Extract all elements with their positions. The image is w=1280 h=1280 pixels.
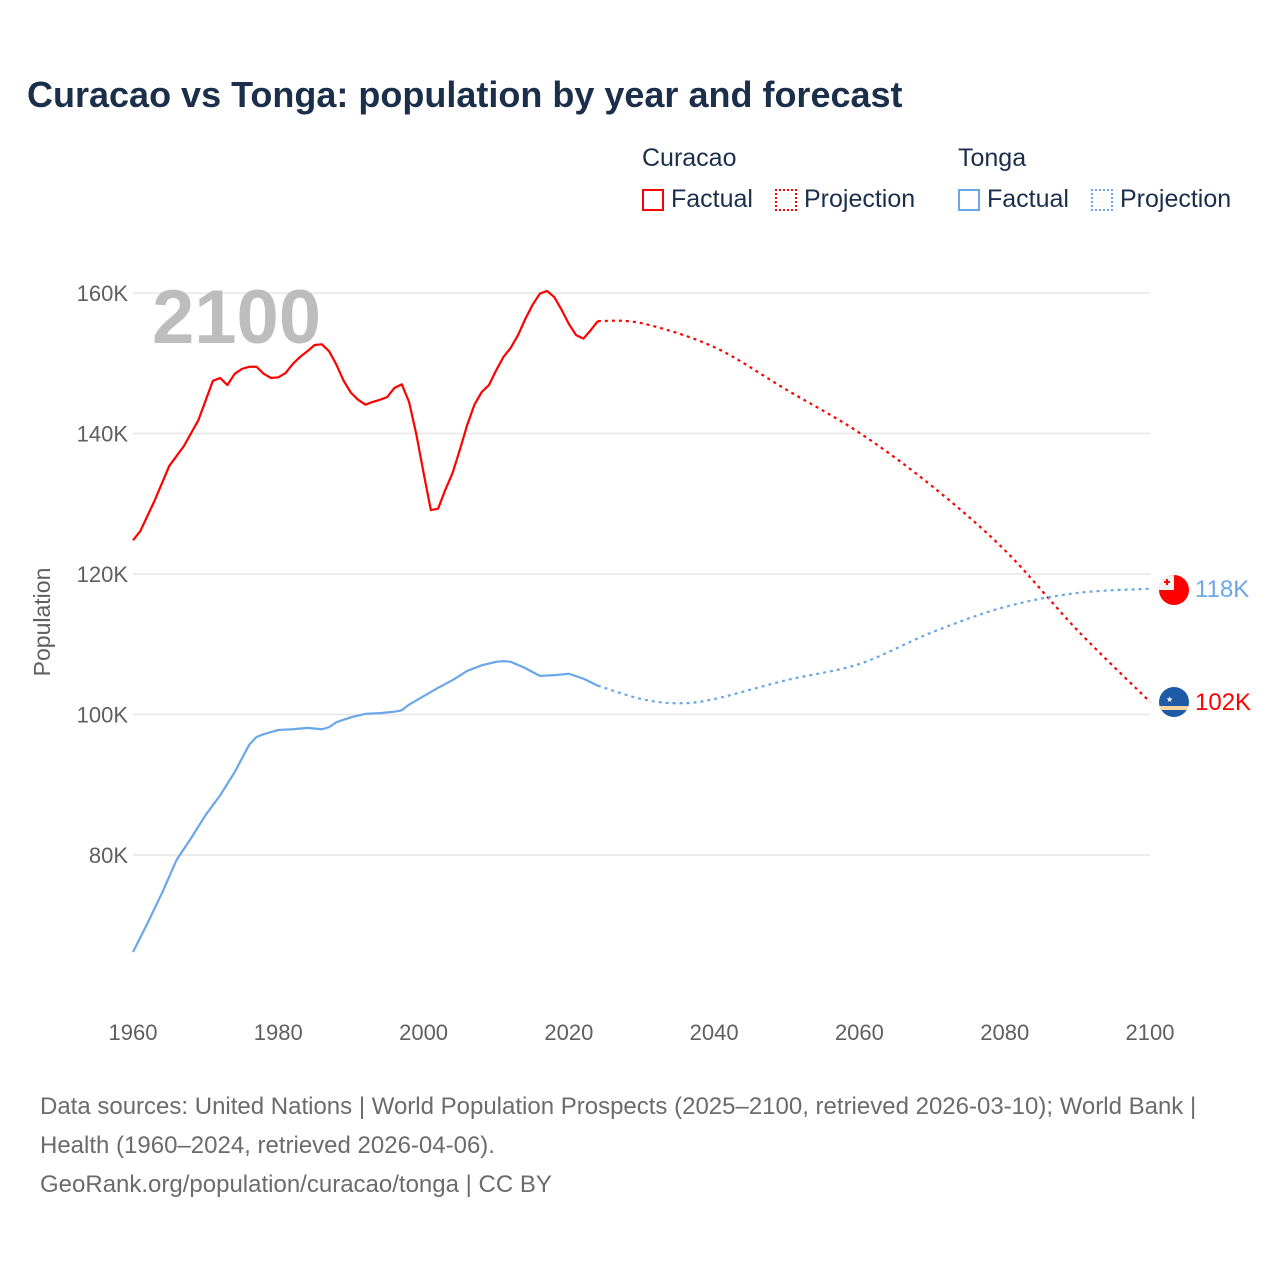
legend-label: Projection: [804, 185, 916, 213]
x-tick-label: 1960: [109, 1020, 158, 1045]
y-tick-label: 160K: [77, 281, 129, 306]
year-watermark: 2100: [152, 275, 321, 360]
y-axis-label: Population: [29, 568, 55, 677]
x-axis: 1960 1980 2000 2020 2040 2060 2080 2100: [109, 1020, 1175, 1045]
x-tick-label: 2060: [835, 1020, 884, 1045]
legend-item-tonga-projection[interactable]: Projection: [1091, 185, 1231, 214]
legend-group-label: Tonga: [958, 144, 1027, 172]
legend-swatch-solid: [642, 188, 664, 211]
y-tick-label: 120K: [77, 562, 129, 587]
y-axis: 80K 100K 120K 140K 160K: [77, 281, 129, 868]
tonga-projection-line: [597, 587, 1151, 705]
y-tick-label: 140K: [77, 422, 129, 447]
x-tick-label: 2040: [690, 1020, 739, 1045]
y-tick-label: 100K: [77, 703, 129, 728]
legend-swatch-dotted: [1091, 188, 1113, 211]
line-chart: 2100 80K 100K 120K 140K 160K 1960 1980 2000 202…: [29, 275, 1251, 1045]
svg-text:★: ★: [1166, 695, 1173, 704]
x-tick-label: 2080: [980, 1020, 1029, 1045]
chart-footer: Data sources: United Nations | World Pop…: [40, 1087, 1240, 1204]
series-lines: [132, 289, 1151, 953]
legend-swatch-solid: [958, 188, 980, 211]
legend-group-label: Curacao: [642, 144, 737, 172]
x-tick-label: 2100: [1126, 1020, 1175, 1045]
curacao-projection-line: [597, 319, 1151, 703]
legend-item-tonga-factual[interactable]: Factual: [958, 185, 1069, 214]
chart-title: Curacao vs Tonga: population by year and…: [27, 74, 903, 115]
legend-swatch-dotted: [775, 188, 797, 211]
x-tick-label: 2000: [399, 1020, 448, 1045]
x-tick-label: 2020: [544, 1020, 593, 1045]
tonga-flag-icon: [1159, 575, 1189, 605]
source-link[interactable]: GeoRank.org/population/curacao/tonga | C…: [40, 1171, 552, 1198]
legend-item-curacao-factual[interactable]: Factual: [642, 185, 753, 214]
tonga-factual-line: [132, 660, 599, 953]
x-tick-label: 1980: [254, 1020, 303, 1045]
grid: [133, 292, 1150, 856]
data-sources: Data sources: United Nations | World Pop…: [40, 1093, 1197, 1159]
tonga-end-label: 118K: [1195, 576, 1249, 603]
y-tick-label: 80K: [89, 843, 128, 868]
legend-label: Factual: [671, 185, 753, 213]
curacao-end-label: 102K: [1195, 689, 1251, 716]
legend-label: Factual: [987, 185, 1069, 213]
end-markers: ★ 118K 102K: [1159, 575, 1251, 717]
legend-item-curacao-projection[interactable]: Projection: [775, 185, 915, 214]
legend-label: Projection: [1120, 185, 1232, 213]
curacao-factual-line: [132, 289, 599, 541]
curacao-flag-icon: ★: [1159, 687, 1189, 717]
